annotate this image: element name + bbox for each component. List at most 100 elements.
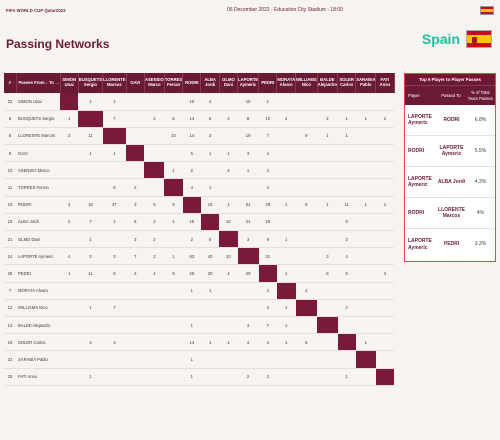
col-header-name[interactable]: Passes From ↓ To → [16,73,61,93]
matrix-cell: - [60,368,79,386]
col-header-player[interactable]: SIMON Unai [60,73,79,93]
top-passes-to: PEDRI [443,241,460,248]
matrix-cell: 2 [144,230,165,249]
matrix-cell: - [219,350,238,369]
matrix-row: 10 ASENSIO Marco - - - -1 2-4 1 2- - - - - - [4,161,395,180]
col-header-num: # [4,73,17,93]
matrix-cell: - [276,161,296,180]
col-header-player[interactable]: BUSQUETS Sergio [78,73,104,93]
row-player-number: 23 [4,93,16,111]
matrix-cell: 1 [337,368,356,386]
matrix-row: 5 BUSQUETS Sergio 1 7-2 6 14 6 3 8 10 2-2 1 1 2 [4,110,395,128]
matrix-cell: 1 [276,333,296,352]
matrix-cell: 3 [258,299,277,317]
matrix-cell: 10 [219,213,238,232]
matrix-cell: 2 [126,178,145,197]
matrix-cell: - [102,350,127,369]
matrix-cell: 1 [78,144,103,163]
matrix-cell: 2 [258,368,277,386]
col-header-player[interactable]: WILLIAMS Nico [295,73,318,93]
matrix-cell: - [355,144,376,163]
top-passes-title: Top 5 Player to Player Passes [405,74,495,85]
matrix-cell: - [276,368,296,386]
top-passes-to: RODRI [443,116,460,123]
matrix-row: 19 SOLER Carlos -3 3- - -14 1 1 4 4 1 5-1- [4,333,395,352]
matrix-cell: - [276,127,296,146]
matrix-cell: - [317,93,338,111]
matrix-cell: - [355,282,376,300]
matrix-cell: - [317,368,338,386]
matrix-cell-self [295,299,318,317]
matrix-row: 26 PEDRI 1 11 6 2 4 8 29 20 4 29 1-8 5-3 [4,264,395,283]
matrix-cell: 6 [295,196,318,214]
matrix-cell: - [126,93,145,111]
matrix-cell: 1 [219,144,238,163]
matrix-cell: 2 [337,230,356,249]
matrix-cell: 5 [337,213,356,232]
col-header-player[interactable]: MORATA Alvaro [276,73,296,93]
matrix-cell: 1 [102,93,127,111]
matrix-cell: 2 [237,368,259,386]
col-header-player[interactable]: TORRES Ferran [164,73,184,93]
row-player-name: OLMO Dani [16,230,60,249]
matrix-cell: 7 [102,110,127,128]
col-header-player[interactable]: PEDRI [258,73,278,93]
col-header-player[interactable]: ASENSIO Marco [144,73,165,93]
matrix-header-row: # Passes From ↓ To → SIMON Unai BUSQUETS … [4,73,395,93]
top-passes-player: RODRI [408,147,425,154]
matrix-cell: 1 [276,264,296,283]
row-player-number: 5 [4,110,16,128]
col-header-player[interactable]: OLMO Dani [219,73,239,93]
matrix-cell: 51 [237,196,259,214]
matrix-cell: - [295,144,318,163]
col-header-player[interactable]: SARABIA Pablo [355,73,377,93]
col-header-player[interactable]: BALDE Alejandro [317,73,339,93]
matrix-cell: - [164,316,183,335]
matrix-cell: - [60,282,79,300]
matrix-row: 11 TORRES Ferran - -6 2-4 1- -4- - - - - - [4,178,395,197]
matrix-cell: - [164,282,183,300]
matrix-cell-self [317,316,338,335]
matrix-cell: - [237,299,259,317]
matrix-cell: 3 [237,230,259,249]
matrix-cell: 1 [164,213,183,232]
matrix-cell: - [144,333,165,352]
matrix-cell: - [337,93,356,111]
matrix-cell: - [276,247,296,266]
matrix-cell: 2 [60,213,79,232]
matrix-cell: 1 [60,264,79,283]
col-header-player[interactable]: SOLER Carlos [337,73,357,93]
matrix-cell: 10 [164,127,183,146]
matrix-cell: 7 [258,316,277,335]
col-header-player[interactable]: LAPORTE Aymeric [237,73,260,93]
matrix-cell: - [78,350,103,369]
row-player-number: 7 [4,282,16,300]
matrix-row: 24 LAPORTE Aymeric 4 3 3 7 2 1 63 40 10 31- -3 4- - [4,247,395,266]
matrix-cell-self [337,333,356,352]
matrix-cell: 8 [237,110,259,128]
matrix-cell: 1 [355,110,376,128]
matrix-cell: - [337,161,356,180]
col-header-player[interactable]: LLORENTE Marcos [102,73,127,93]
matrix-cell: 2 [276,110,296,128]
row-player-number: 9 [4,144,16,163]
matrix-cell: 1 [60,110,79,128]
matrix-cell: - [295,264,318,283]
matrix-cell: - [164,368,183,386]
matrix-cell: - [355,178,376,197]
row-player-name: PEDRI [16,264,60,283]
matrix-cell: 7 [102,299,127,317]
col-header-player[interactable]: RODRI [182,73,202,93]
col-header-player[interactable]: FATI Ansu [375,73,395,93]
matrix-row: 18 ALBA Jordi 2 7 1 6 2 1 15 10 21 19- - -5- - [4,213,395,232]
matrix-cell: 10 [182,93,201,111]
col-header-player[interactable]: ALBA Jordi [200,73,220,93]
matrix-cell: - [126,368,145,386]
matrix-cell: 7 [126,247,145,266]
matrix-cell: - [375,247,395,266]
matrix-cell: - [375,316,395,335]
col-header-player[interactable]: GAVI [126,73,145,93]
matrix-cell: 4 [144,264,165,283]
matrix-cell: - [200,161,220,180]
top-passes-row: LAPORTE Aymeric RODRI 6.8% [405,105,495,136]
